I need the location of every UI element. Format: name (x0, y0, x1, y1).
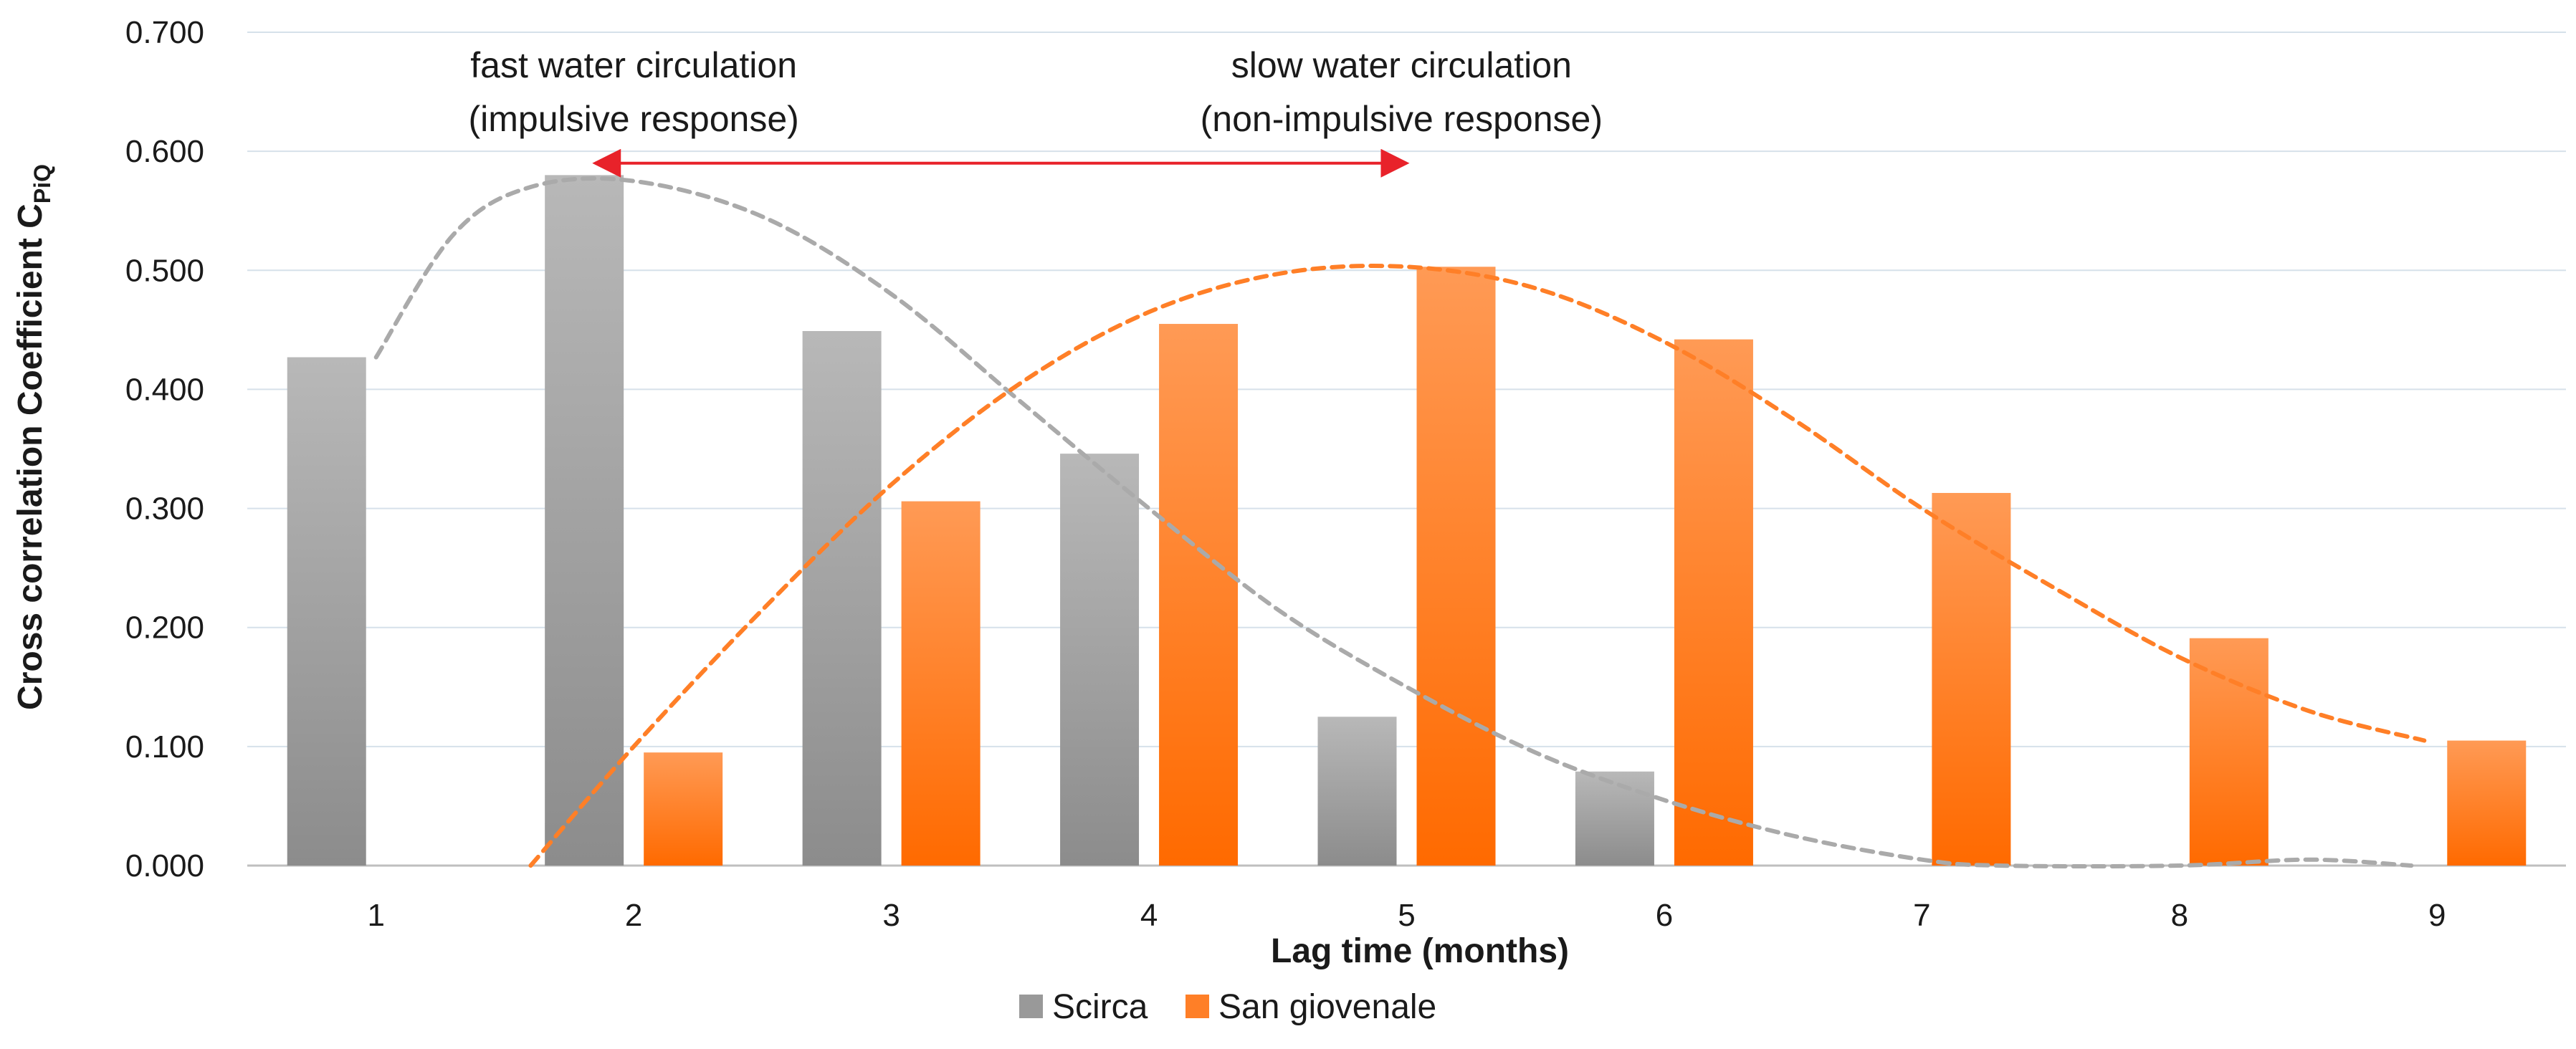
trend-layer (373, 176, 2427, 869)
x-tick-label: 9 (2428, 898, 2446, 933)
y-tick-label: 0.000 (125, 848, 204, 883)
y-axis-title: Cross correlation Coefficient CPiQ (11, 164, 55, 710)
slow-circulation-label-line2: (non-impulsive response) (1201, 99, 1603, 139)
x-tick-label: 7 (1913, 898, 1930, 933)
bar-scirca (1317, 717, 1397, 866)
bar-san-giovenale (644, 752, 723, 866)
x-tick-label: 1 (367, 898, 384, 933)
y-axis-title-subscript: PiQ (29, 164, 55, 203)
y-tick-label: 0.200 (125, 610, 204, 646)
x-tick-label: 8 (2171, 898, 2188, 933)
y-tick-label: 0.500 (125, 253, 204, 288)
y-tick-label: 0.300 (125, 492, 204, 527)
bar-san-giovenale (1159, 324, 1239, 866)
x-axis-title: Lag time (months) (1271, 932, 1569, 970)
bar-scirca (287, 357, 366, 866)
y-axis-title-main: Cross correlation Coefficient C (11, 203, 49, 710)
legend-label-scirca: Scirca (1052, 988, 1148, 1026)
x-tick-label: 4 (1140, 898, 1158, 933)
x-tick-label: 5 (1398, 898, 1415, 933)
y-tick-label: 0.400 (125, 372, 204, 407)
trendline-scirca (373, 176, 2414, 869)
legend: Scirca San giovenale (1019, 988, 1436, 1026)
legend-label-san-giovenale: San giovenale (1218, 988, 1436, 1026)
x-tick-label: 6 (1656, 898, 1673, 933)
bar-san-giovenale (1674, 339, 1753, 866)
fast-circulation-label-line1: fast water circulation (470, 45, 797, 85)
legend-swatch-scirca (1019, 995, 1043, 1018)
bar-san-giovenale (2447, 740, 2527, 866)
trendline-san-giovenale (528, 263, 2427, 868)
bar-scirca (802, 331, 882, 866)
y-axis-ticks: 0.000 0.100 0.200 0.300 0.400 0.500 0.600 0.700 (125, 15, 204, 883)
bar-scirca (545, 175, 624, 866)
bar-scirca (1575, 771, 1654, 866)
y-tick-label: 0.700 (125, 15, 204, 50)
bar-san-giovenale (901, 501, 981, 866)
annotations: fast water circulation (impulsive respons… (469, 45, 1603, 178)
legend-swatch-san-giovenale (1186, 995, 1209, 1018)
bar-scirca (1060, 454, 1140, 866)
slow-circulation-label-line1: slow water circulation (1231, 45, 1572, 85)
bar-san-giovenale (1416, 267, 1496, 866)
fast-circulation-label-line2: (impulsive response) (469, 99, 799, 139)
y-tick-label: 0.100 (125, 729, 204, 765)
x-axis-ticks: 1 2 3 4 5 6 7 8 9 (367, 898, 2446, 933)
bars-layer (287, 175, 2527, 866)
x-tick-label: 2 (625, 898, 642, 933)
bar-san-giovenale (2189, 638, 2269, 866)
x-tick-label: 3 (882, 898, 900, 933)
bar-san-giovenale (1932, 492, 2011, 866)
y-tick-label: 0.600 (125, 134, 204, 169)
